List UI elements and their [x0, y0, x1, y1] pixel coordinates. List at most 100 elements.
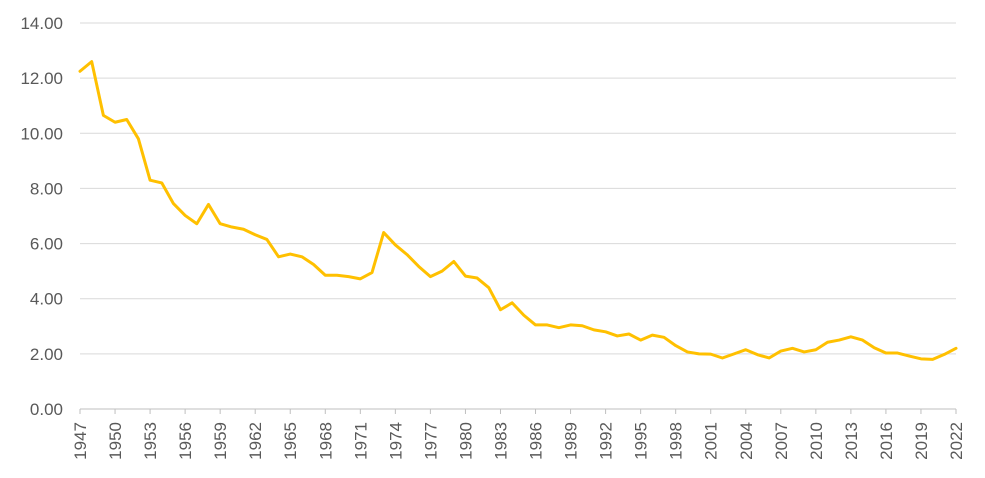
- series-points: [79, 60, 958, 361]
- data-point: [429, 275, 432, 278]
- data-point: [254, 233, 257, 236]
- data-point: [172, 202, 175, 205]
- data-point: [441, 270, 444, 273]
- data-point: [277, 255, 280, 258]
- data-point: [791, 347, 794, 350]
- x-tick-label: 2004: [737, 422, 756, 460]
- x-tick-label: 1956: [176, 422, 195, 460]
- y-tick-label: 4.00: [30, 290, 63, 309]
- x-tick-label: 1983: [491, 422, 510, 460]
- data-point: [464, 275, 467, 278]
- y-tick-label: 10.00: [20, 124, 63, 143]
- data-point: [335, 274, 338, 277]
- data-point: [300, 255, 303, 258]
- data-point: [756, 353, 759, 356]
- data-point: [546, 323, 549, 326]
- data-point: [931, 358, 934, 361]
- data-point: [289, 253, 292, 256]
- y-axis-tick-labels: 0.00 2.00 4.00 6.00 8.00 10.00 12.00 14.00: [20, 14, 63, 419]
- data-point: [79, 70, 82, 73]
- data-point: [160, 181, 163, 184]
- data-point: [137, 137, 140, 140]
- data-point: [557, 326, 560, 329]
- data-point: [849, 335, 852, 338]
- x-tick-label: 1977: [421, 422, 440, 460]
- data-point: [102, 114, 105, 117]
- x-tick-label: 1968: [316, 422, 335, 460]
- data-point: [616, 334, 619, 337]
- data-point: [149, 179, 152, 182]
- data-point: [394, 243, 397, 246]
- x-tick-label: 1989: [562, 422, 581, 460]
- data-point: [90, 60, 93, 63]
- data-point: [814, 348, 817, 351]
- x-tick-label: 1995: [632, 422, 651, 460]
- data-point: [417, 265, 420, 268]
- data-point: [733, 352, 736, 355]
- data-point: [184, 214, 187, 217]
- data-point: [125, 118, 128, 121]
- x-tick-label: 1953: [141, 422, 160, 460]
- data-point: [884, 352, 887, 355]
- x-tick-label: 2019: [912, 422, 931, 460]
- series-line: [78, 60, 958, 361]
- data-point: [779, 350, 782, 353]
- x-tick-label: 1974: [386, 422, 405, 460]
- data-point: [908, 355, 911, 358]
- data-point: [487, 286, 490, 289]
- data-point: [943, 353, 946, 356]
- data-point: [324, 274, 327, 277]
- data-point: [919, 357, 922, 360]
- data-point: [698, 352, 701, 355]
- data-point: [873, 346, 876, 349]
- data-point: [114, 121, 117, 124]
- y-tick-label: 2.00: [30, 345, 63, 364]
- data-point: [207, 203, 210, 206]
- data-point: [838, 339, 841, 342]
- x-tick-label: 2007: [772, 422, 791, 460]
- data-point: [861, 339, 864, 342]
- data-point: [627, 333, 630, 336]
- data-point: [242, 228, 245, 231]
- data-point: [230, 226, 233, 229]
- gridlines: [80, 22, 956, 410]
- data-point: [768, 356, 771, 359]
- x-axis-tick-labels: 1947 1950 1953 1956 1959 1962 1965 1968 1971 1974…: [71, 409, 966, 460]
- data-point: [195, 222, 198, 225]
- x-tick-label: 2013: [842, 422, 861, 460]
- data-point: [371, 271, 374, 274]
- data-point: [406, 253, 409, 256]
- x-tick-label: 1947: [71, 422, 90, 460]
- x-tick-label: 1986: [527, 422, 546, 460]
- x-tick-label: 2022: [947, 422, 966, 460]
- x-tick-label: 1965: [281, 422, 300, 460]
- y-tick-label: 0.00: [30, 400, 63, 419]
- data-point: [265, 238, 268, 241]
- x-tick-label: 2001: [702, 422, 721, 460]
- x-tick-label: 1980: [456, 422, 475, 460]
- data-point: [709, 353, 712, 356]
- x-tick-label: 1962: [246, 422, 265, 460]
- y-tick-label: 12.00: [20, 69, 63, 88]
- data-point: [651, 334, 654, 337]
- data-point: [534, 323, 537, 326]
- data-point: [499, 308, 502, 311]
- data-point: [569, 323, 572, 326]
- data-point: [452, 260, 455, 263]
- data-point: [604, 330, 607, 333]
- x-tick-label: 1992: [597, 422, 616, 460]
- data-point: [347, 275, 350, 278]
- data-point: [639, 339, 642, 342]
- data-point: [219, 222, 222, 225]
- data-point: [359, 277, 362, 280]
- x-tick-label: 2010: [807, 422, 826, 460]
- data-point: [744, 348, 747, 351]
- data-point: [674, 344, 677, 347]
- y-tick-label: 8.00: [30, 179, 63, 198]
- x-tick-label: 1950: [106, 422, 125, 460]
- y-tick-label: 14.00: [20, 14, 63, 33]
- data-point: [826, 341, 829, 344]
- data-point: [803, 350, 806, 353]
- data-point: [522, 314, 525, 317]
